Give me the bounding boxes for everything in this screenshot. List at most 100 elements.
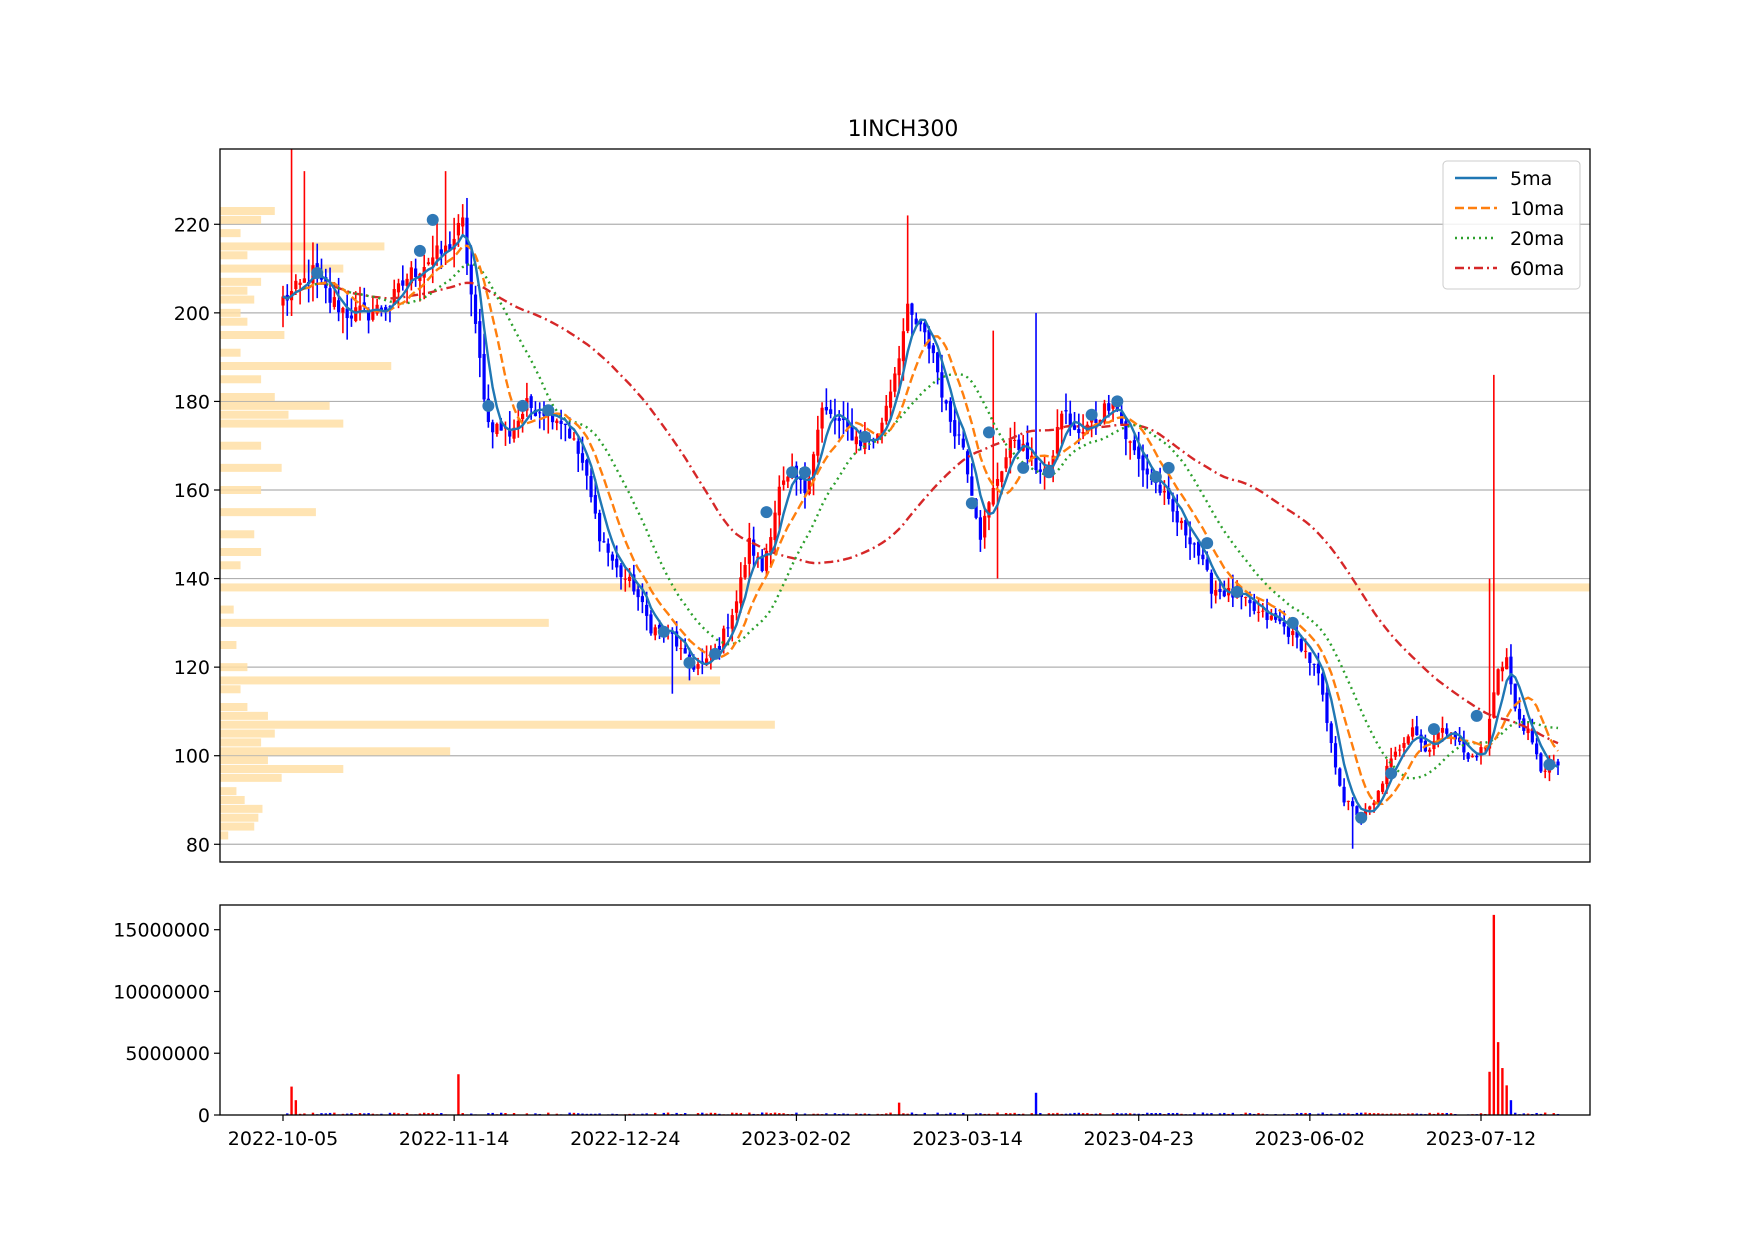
candle-body (349, 315, 354, 319)
volume-bar (1158, 1113, 1162, 1115)
candle-body (833, 417, 837, 421)
candle-body (906, 303, 910, 331)
candle-body (1192, 543, 1196, 545)
legend: 5ma 10ma 20ma 60ma (1442, 160, 1581, 290)
candle-body (345, 308, 349, 319)
candle-body (824, 406, 828, 411)
volume-profile-bar (220, 641, 237, 649)
volume-bar (1488, 1071, 1491, 1115)
volume-profile-bar (220, 605, 234, 614)
price-tick-label: 200 (174, 303, 210, 325)
candle-body (901, 331, 905, 362)
volume-bar (1415, 1113, 1419, 1115)
volume-bar (405, 1112, 409, 1115)
pivot-marker (413, 244, 426, 257)
legend-label-5ma: 5ma (1510, 168, 1552, 190)
pivot-marker (1042, 466, 1055, 479)
volume-bar (1193, 1112, 1196, 1115)
candle-body (692, 665, 696, 670)
candle-body (332, 297, 336, 307)
volume-bar (1231, 1112, 1235, 1115)
volume-bar (534, 1113, 537, 1115)
candle-body (328, 288, 332, 303)
volume-profile-bar (220, 308, 241, 317)
volume-bar (769, 1113, 772, 1115)
candle-body (657, 625, 662, 629)
volume-bar (1223, 1112, 1226, 1115)
candle-body (401, 280, 405, 286)
volume-bar (949, 1112, 952, 1115)
volume-bar (1338, 1113, 1342, 1115)
volume-tick-label: 10000000 (113, 981, 210, 1003)
volume-bar (1505, 1085, 1508, 1115)
volume-bar (641, 1113, 644, 1115)
volume-bar (1317, 1113, 1320, 1115)
candle-body (1000, 471, 1004, 483)
volume-bar (1501, 1068, 1504, 1115)
date-x-axis: 2022-10-05 2022-11-14 2022-12-24 2023-02-02… (228, 1115, 1536, 1150)
candle-body (991, 487, 995, 505)
volume-bar (1009, 1113, 1012, 1115)
candle-body (948, 400, 953, 422)
candle-body (508, 429, 512, 437)
candle-body (743, 564, 747, 578)
pivot-marker (1470, 709, 1483, 722)
volume-bar (1210, 1113, 1213, 1115)
candle-body (615, 558, 619, 568)
volume-profile (220, 207, 1590, 840)
candle-body (936, 352, 940, 373)
volume-bar (577, 1113, 580, 1115)
candle-body (1372, 802, 1376, 806)
candle-body (799, 477, 803, 480)
volume-bar (1146, 1112, 1149, 1115)
volume-bar (1094, 1113, 1098, 1115)
volume-bar (328, 1112, 332, 1115)
volume-bar (1248, 1113, 1252, 1115)
volume-bar (1051, 1113, 1055, 1115)
volume-profile-bar (220, 375, 262, 384)
date-tick-label: 2023-06-02 (1255, 1128, 1365, 1150)
volume-bar (1081, 1113, 1085, 1115)
candle-body (456, 222, 461, 236)
volume-bar (500, 1112, 503, 1115)
price-tick-label: 180 (174, 391, 210, 413)
volume-bar (1449, 1113, 1453, 1115)
pivot-marker (1427, 723, 1440, 736)
pivot-marker (1162, 461, 1175, 474)
candle-body (1355, 806, 1359, 816)
date-tick-label: 2023-04-23 (1084, 1128, 1194, 1150)
candle-body (379, 307, 384, 311)
ma60-line (282, 281, 1559, 745)
volume-bar (1154, 1113, 1158, 1115)
volume-profile-bar (220, 796, 245, 804)
volume-bar (778, 1113, 781, 1115)
candle-body (388, 306, 392, 308)
candle-body (550, 410, 555, 423)
candle-body (675, 631, 679, 647)
volume-bar (1073, 1112, 1076, 1115)
volume-profile-bar (220, 393, 275, 401)
candle-body (302, 278, 306, 283)
candle-body (294, 280, 298, 290)
volume-bar (311, 1112, 315, 1115)
volume-profile-bar (220, 295, 255, 304)
candle-body (576, 441, 580, 454)
volume-bar (345, 1113, 349, 1115)
volume-profile-bar (220, 508, 316, 517)
date-tick-label: 2023-07-12 (1426, 1128, 1536, 1150)
candle-body (1068, 413, 1072, 428)
candle-body (679, 648, 683, 650)
volume-bar (1398, 1113, 1401, 1115)
volume-bar (842, 1113, 845, 1115)
volume-profile-bar (220, 463, 282, 472)
candle-body (1094, 419, 1098, 424)
candle-body (568, 428, 572, 439)
candle-body (1556, 761, 1560, 766)
candle-body (910, 303, 914, 315)
candle-body (807, 477, 811, 494)
candle-body (1380, 783, 1385, 792)
candle-body (683, 648, 687, 654)
volume-tick-label: 0 (198, 1105, 210, 1127)
candle-body (1291, 631, 1295, 636)
candle-body (1128, 441, 1132, 443)
